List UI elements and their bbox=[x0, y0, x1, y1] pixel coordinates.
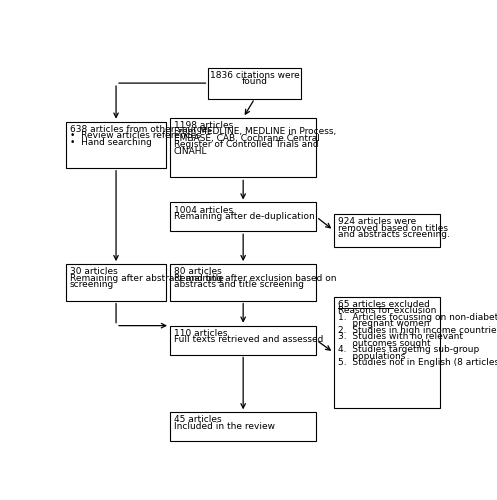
Text: found: found bbox=[242, 78, 268, 86]
Text: removed based on titles: removed based on titles bbox=[337, 224, 447, 232]
Text: Full texts retrieved and assessed: Full texts retrieved and assessed bbox=[174, 335, 323, 344]
FancyBboxPatch shape bbox=[170, 118, 317, 178]
Text: abstracts and title screening: abstracts and title screening bbox=[174, 280, 304, 289]
Text: 5.  Studies not in English (8 articles): 5. Studies not in English (8 articles) bbox=[337, 358, 497, 368]
Text: Reasons for exclusion: Reasons for exclusion bbox=[337, 306, 436, 316]
Text: Register of Controlled Trials and: Register of Controlled Trials and bbox=[174, 140, 319, 149]
Text: CINAHL: CINAHL bbox=[174, 147, 207, 156]
Text: •  Review articles references: • Review articles references bbox=[70, 131, 201, 140]
Text: 1836 citations were: 1836 citations were bbox=[210, 71, 300, 80]
Text: Included in the review: Included in the review bbox=[174, 422, 275, 431]
Text: 924 articles were: 924 articles were bbox=[337, 217, 416, 226]
Text: 110 articles: 110 articles bbox=[174, 328, 227, 338]
Text: 30 articles: 30 articles bbox=[70, 267, 118, 276]
Text: 1004 articles: 1004 articles bbox=[174, 206, 233, 214]
FancyBboxPatch shape bbox=[66, 264, 166, 300]
Text: From MEDLINE, MEDLINE in Process,: From MEDLINE, MEDLINE in Process, bbox=[174, 128, 336, 136]
Text: outcomes sought: outcomes sought bbox=[337, 339, 430, 348]
Text: 4.  Studies targeting sub-group: 4. Studies targeting sub-group bbox=[337, 346, 479, 354]
Text: Remaining after exclusion based on: Remaining after exclusion based on bbox=[174, 274, 336, 282]
FancyBboxPatch shape bbox=[333, 214, 440, 246]
FancyBboxPatch shape bbox=[209, 68, 301, 98]
FancyBboxPatch shape bbox=[170, 326, 317, 354]
Text: 1.  Articles focussing on non-diabetic: 1. Articles focussing on non-diabetic bbox=[337, 313, 497, 322]
Text: 45 articles: 45 articles bbox=[174, 416, 222, 424]
Text: 1198 articles: 1198 articles bbox=[174, 121, 233, 130]
Text: pregnant women: pregnant women bbox=[337, 320, 429, 328]
Text: 638 articles from other sources:: 638 articles from other sources: bbox=[70, 124, 215, 134]
Text: 2.  Studies in high income countries: 2. Studies in high income countries bbox=[337, 326, 497, 335]
Text: Remaining after abstract and title: Remaining after abstract and title bbox=[70, 274, 224, 282]
Text: populations: populations bbox=[337, 352, 405, 361]
Text: EMBASE, CAB, Cochrane Central: EMBASE, CAB, Cochrane Central bbox=[174, 134, 320, 143]
FancyBboxPatch shape bbox=[66, 122, 166, 168]
FancyBboxPatch shape bbox=[170, 202, 317, 232]
Text: screening: screening bbox=[70, 280, 114, 289]
Text: •  Hand searching: • Hand searching bbox=[70, 138, 152, 146]
FancyBboxPatch shape bbox=[170, 412, 317, 441]
Text: 3.  Studies with no relevant: 3. Studies with no relevant bbox=[337, 332, 463, 342]
Text: 80 articles: 80 articles bbox=[174, 267, 222, 276]
Text: Remaining after de-duplication: Remaining after de-duplication bbox=[174, 212, 315, 221]
FancyBboxPatch shape bbox=[333, 297, 440, 408]
Text: and abstracts screening.: and abstracts screening. bbox=[337, 230, 449, 239]
FancyBboxPatch shape bbox=[170, 264, 317, 300]
Text: 65 articles excluded: 65 articles excluded bbox=[337, 300, 429, 309]
